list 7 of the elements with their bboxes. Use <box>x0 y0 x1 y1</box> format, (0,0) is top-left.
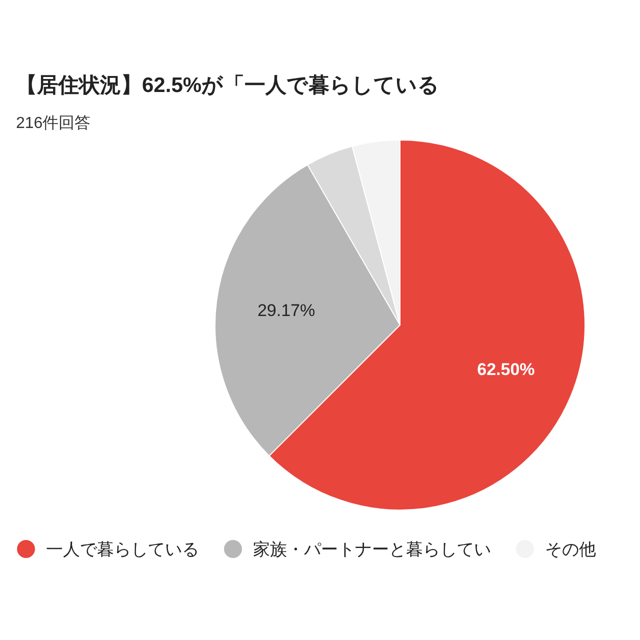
chart-subtitle: 216件回答 <box>16 115 91 132</box>
chart-title: 【居住状況】62.5%が「一人で暮らしている <box>16 74 440 97</box>
data-label: 29.17% <box>257 301 316 320</box>
legend-label: 家族・パートナーと暮らしてい <box>253 540 491 559</box>
data-label: 62.50% <box>477 360 535 379</box>
legend-label: 一人で暮らしている <box>46 540 199 559</box>
legend-label: その他 <box>545 540 596 559</box>
